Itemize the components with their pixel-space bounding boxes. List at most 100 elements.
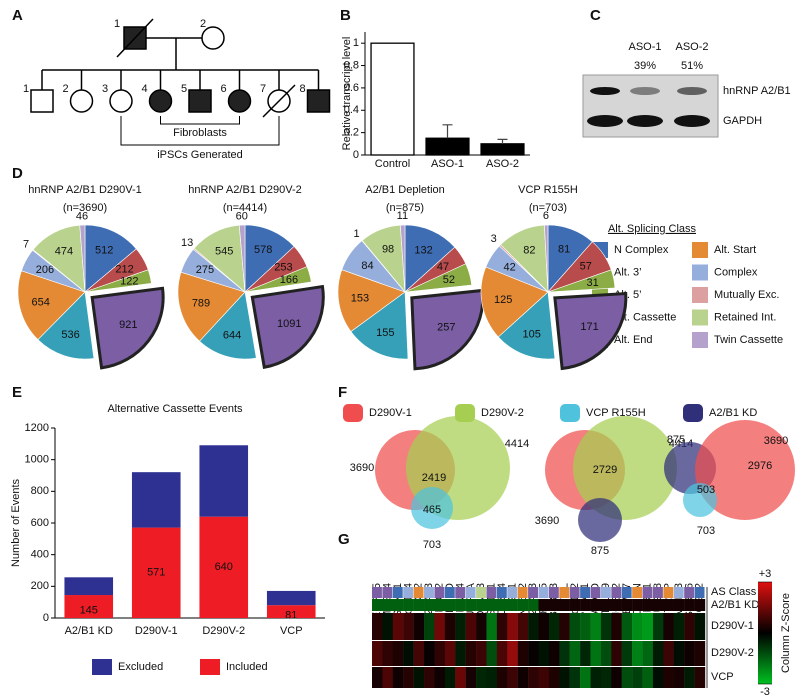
slice-label: 512 — [95, 245, 113, 257]
heatmap-cell — [600, 613, 612, 640]
heatmap-cell — [424, 667, 435, 688]
heatmap-cell — [486, 599, 498, 611]
legend-swatch — [200, 659, 220, 675]
bar-segment — [199, 516, 249, 618]
heatmap-cell — [652, 667, 664, 688]
bracket-label: iPSCs Generated — [157, 149, 243, 161]
legend-label: Complex — [714, 266, 758, 278]
heatmap-cell — [517, 599, 529, 611]
pedigree-female — [148, 89, 173, 113]
panel-label: A — [12, 7, 23, 24]
heatmap-cell — [621, 613, 633, 640]
heatmap-cell — [496, 613, 508, 640]
venn-set — [573, 416, 677, 520]
pedigree-id: 5 — [181, 83, 187, 95]
slice-label: 60 — [236, 210, 248, 222]
heatmap-cell — [538, 667, 550, 688]
heatmap-cell — [403, 613, 414, 640]
heatmap-cell — [444, 641, 456, 666]
pedigree-male — [30, 89, 54, 113]
band-label: hnRNP A2/B1 — [723, 85, 791, 97]
venn-count: 3690 — [764, 435, 788, 447]
heatmap-cell — [652, 599, 664, 611]
pedigree-id: 7 — [260, 83, 266, 95]
heatmap-cell — [392, 599, 404, 611]
row-label: D290V-1 — [711, 620, 754, 632]
y-tick-label: 400 — [31, 549, 49, 561]
heatmap-cell — [580, 667, 591, 688]
heatmap-cell — [392, 667, 404, 688]
heatmap-cell — [413, 641, 425, 666]
heatmap-cell — [580, 599, 591, 611]
pedigree-male — [188, 89, 212, 113]
venn-count: 875 — [667, 434, 685, 446]
venn-count: 465 — [423, 504, 441, 516]
heatmap-cell — [611, 599, 622, 611]
heatmap-cell — [694, 667, 706, 688]
legend-swatch — [343, 404, 363, 422]
venn-count: 703 — [423, 539, 441, 551]
x-tick-label: D290V-2 — [202, 625, 245, 637]
heatmap-cell — [392, 613, 404, 640]
slice-label: 42 — [504, 261, 516, 273]
heatmap-cell — [424, 599, 435, 611]
heatmap-cell — [372, 641, 383, 666]
x-tick-label: Control — [375, 158, 410, 170]
heatmap-cell — [642, 613, 654, 640]
venn-count: 3690 — [535, 515, 559, 527]
bar — [370, 42, 415, 156]
heatmap-cell — [486, 641, 498, 666]
heatmap-cell — [611, 641, 622, 666]
pie-slice — [79, 224, 86, 293]
slice-label: 545 — [215, 245, 233, 257]
slice-label: 125 — [494, 294, 512, 306]
heatmap-cell — [507, 667, 518, 688]
pedigree-female — [69, 89, 94, 113]
pedigree-male — [306, 89, 331, 113]
bar-segment — [131, 472, 181, 528]
panel-label: F — [338, 384, 347, 401]
heatmap-cell — [590, 641, 602, 666]
legend-title: Alt. Splicing Class — [608, 223, 697, 235]
legend-swatch — [683, 404, 703, 422]
bar-segment — [131, 527, 181, 618]
heatmap-cell — [538, 599, 550, 611]
heatmap-cell — [434, 641, 446, 666]
heatmap-cell — [590, 667, 602, 688]
venn-set — [411, 487, 453, 529]
heatmap-cell — [684, 613, 695, 640]
slice-label: 921 — [119, 319, 137, 331]
heatmap-cell — [382, 599, 394, 611]
slice-label: 275 — [196, 264, 214, 276]
as-class-cell — [632, 587, 643, 598]
pie-slice — [547, 269, 616, 293]
error-bar — [497, 138, 508, 144]
heatmap-cell — [434, 667, 446, 688]
slice-label: 3 — [491, 233, 497, 245]
slice-label: 46 — [76, 210, 88, 222]
x-tick-label: ASO-2 — [486, 158, 519, 170]
blot-band — [674, 115, 710, 127]
band-label: GAPDH — [723, 115, 762, 127]
y-tick-label: 200 — [31, 580, 49, 592]
y-axis-label: Relative transcript level — [341, 37, 353, 151]
slice-label: 153 — [351, 293, 369, 305]
heatmap-cell — [673, 641, 685, 666]
legend-swatch — [692, 309, 708, 326]
slice-label: 105 — [522, 328, 540, 340]
bracket — [160, 116, 240, 125]
heatmap-cell — [580, 613, 591, 640]
heatmap-cell — [548, 599, 560, 611]
pie-subtitle: (n=4414) — [223, 202, 267, 214]
venn-set — [695, 420, 795, 520]
slice-label: 578 — [254, 244, 272, 256]
colorbar-tick-label: -3 — [760, 686, 770, 698]
heatmap-cell — [382, 613, 394, 640]
pie-slice — [84, 269, 152, 293]
legend-label: Alt. Cassette — [614, 311, 676, 323]
pedigree-id: 1 — [114, 18, 120, 30]
error-bar — [442, 124, 453, 139]
heatmap-cell — [652, 613, 664, 640]
as-class-cell — [382, 587, 393, 598]
legend-label: Retained Int. — [714, 311, 776, 323]
